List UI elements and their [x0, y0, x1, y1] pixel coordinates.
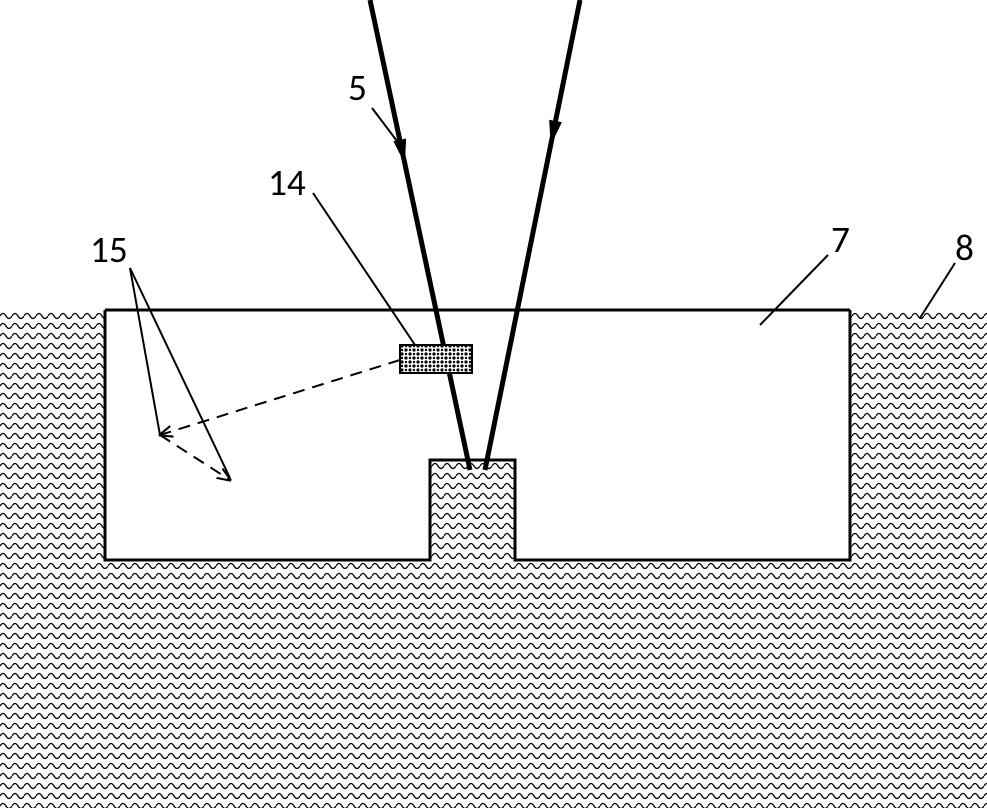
label-15: 15	[90, 227, 128, 273]
dashed-reflection	[160, 360, 400, 480]
beam-right-arrowhead	[549, 120, 562, 146]
leader-7	[760, 255, 828, 325]
label-14: 14	[268, 160, 306, 206]
label-7: 7	[831, 217, 850, 263]
beam-left-arrowhead	[393, 138, 406, 164]
label-8: 8	[955, 225, 974, 271]
leader-8	[920, 263, 955, 318]
leader-lines	[130, 108, 955, 478]
leader-15b	[130, 268, 230, 478]
crosshatched-block	[400, 345, 472, 373]
dashed-seg-1	[160, 360, 400, 435]
technical-diagram: 5 14 15 7 8	[0, 0, 987, 808]
leader-15a	[130, 268, 160, 435]
label-5: 5	[348, 65, 367, 111]
beam-left	[370, 0, 470, 470]
leader-14	[313, 193, 415, 345]
substrate-region	[0, 310, 987, 808]
beam-group	[370, 0, 580, 470]
beam-right	[485, 0, 580, 470]
